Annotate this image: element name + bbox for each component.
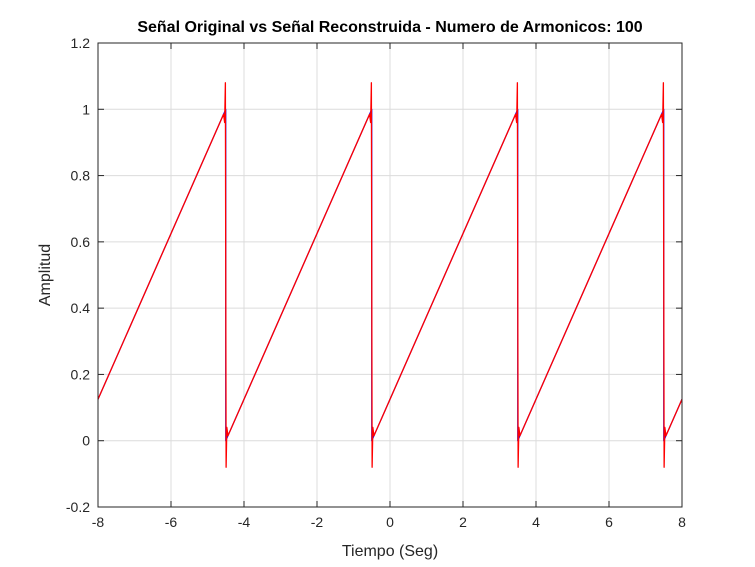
x-tick-label: 6 bbox=[605, 514, 613, 530]
y-tick-label: -0.2 bbox=[66, 499, 90, 515]
x-tick-label: -4 bbox=[238, 514, 251, 530]
x-axis-label: Tiempo (Seg) bbox=[342, 543, 438, 560]
tick-labels: -8 -6 -4 -2 0 2 4 6 8 -0.2 0 0.2 0.4 0.6 0.8 1 1.2 bbox=[66, 35, 686, 530]
x-tick-label: 4 bbox=[532, 514, 540, 530]
y-tick-label: 0 bbox=[82, 433, 90, 449]
x-tick-label: 2 bbox=[459, 514, 467, 530]
x-tick-label: 0 bbox=[386, 514, 394, 530]
x-tick-label: 8 bbox=[678, 514, 686, 530]
series-layer bbox=[97, 82, 683, 468]
y-tick-label: 1.2 bbox=[71, 35, 91, 51]
y-tick-label: 0.4 bbox=[71, 300, 91, 316]
chart-title: Señal Original vs Señal Reconstruida - N… bbox=[137, 19, 642, 36]
x-tick-label: -2 bbox=[311, 514, 324, 530]
ticks bbox=[97, 42, 683, 508]
y-tick-label: 1 bbox=[82, 101, 90, 117]
y-tick-label: 0.2 bbox=[71, 366, 91, 382]
x-tick-label: -8 bbox=[92, 514, 105, 530]
series-line-reconstructed bbox=[97, 82, 683, 468]
y-tick-label: 0.8 bbox=[71, 168, 91, 184]
y-tick-label: 0.6 bbox=[71, 234, 91, 250]
x-tick-label: -6 bbox=[165, 514, 178, 530]
y-axis-label: Amplitud bbox=[37, 244, 54, 306]
